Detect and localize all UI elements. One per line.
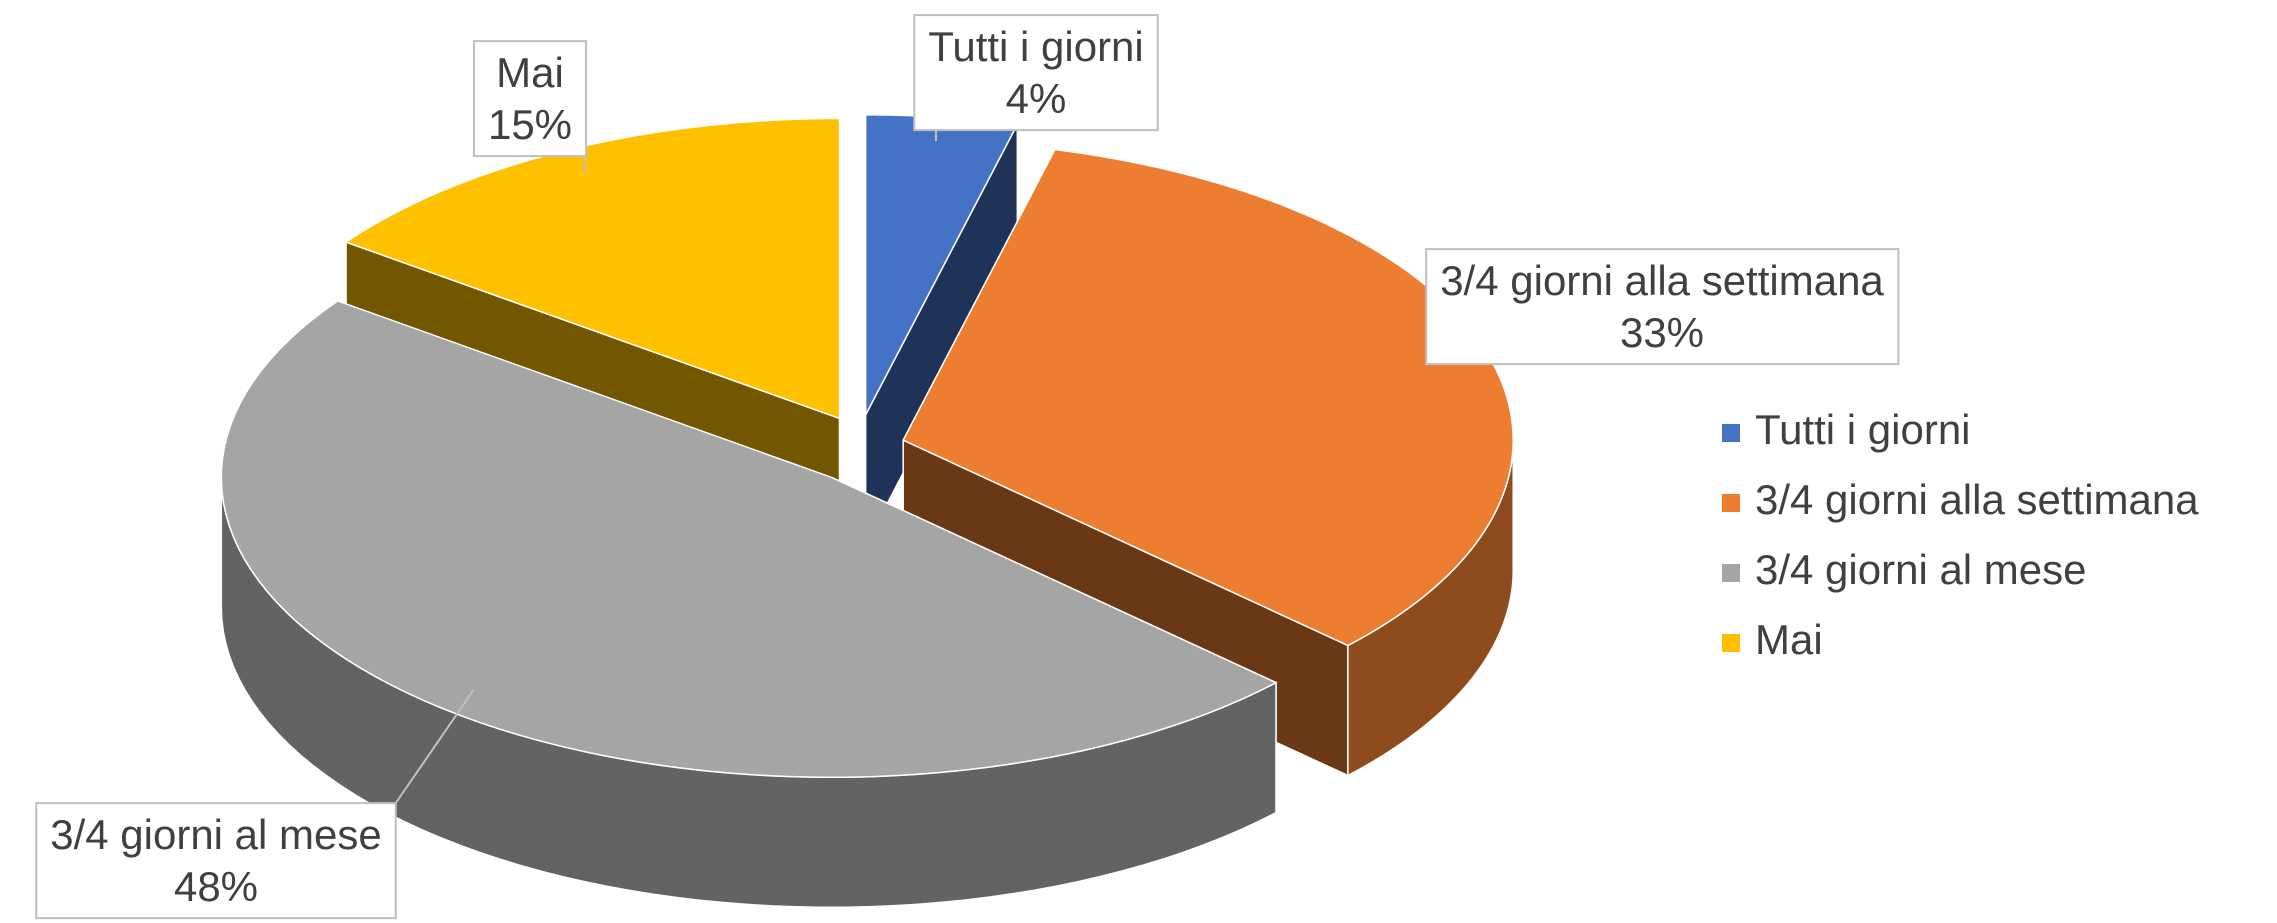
slice — [220, 300, 1278, 779]
legend-label: Mai — [1755, 616, 1823, 663]
label-category: Mai — [496, 49, 564, 96]
label-box — [913, 14, 1159, 132]
legend-label: 3/4 giorni alla settimana — [1755, 476, 2199, 523]
data-label: Tutti i giorni 4% — [913, 14, 1159, 132]
data-label: 3/4 giorni al mese 48% — [35, 802, 397, 920]
label-box — [1425, 248, 1900, 366]
legend-swatch — [1722, 424, 1740, 442]
label-value: 4% — [1006, 75, 1067, 122]
legend-label: 3/4 giorni al mese — [1755, 546, 2087, 593]
legend-swatch — [1722, 564, 1740, 582]
legend-label: Tutti i giorni — [1755, 406, 1971, 453]
slice-tops — [220, 114, 1514, 779]
label-value: 48% — [174, 863, 258, 910]
label-value: 33% — [1620, 309, 1704, 356]
label-category: Tutti i giorni — [928, 23, 1144, 70]
label-category: 3/4 giorni alla settimana — [1440, 257, 1884, 304]
leader-line — [394, 689, 475, 804]
legend-swatch — [1722, 494, 1740, 512]
legend-swatch — [1722, 634, 1740, 652]
data-label: 3/4 giorni alla settimana 33% — [1425, 248, 1900, 366]
label-box — [472, 40, 588, 158]
label-value: 15% — [488, 101, 572, 148]
data-label: Mai 15% — [472, 40, 588, 158]
label-box — [35, 802, 397, 920]
label-category: 3/4 giorni al mese — [50, 811, 382, 858]
